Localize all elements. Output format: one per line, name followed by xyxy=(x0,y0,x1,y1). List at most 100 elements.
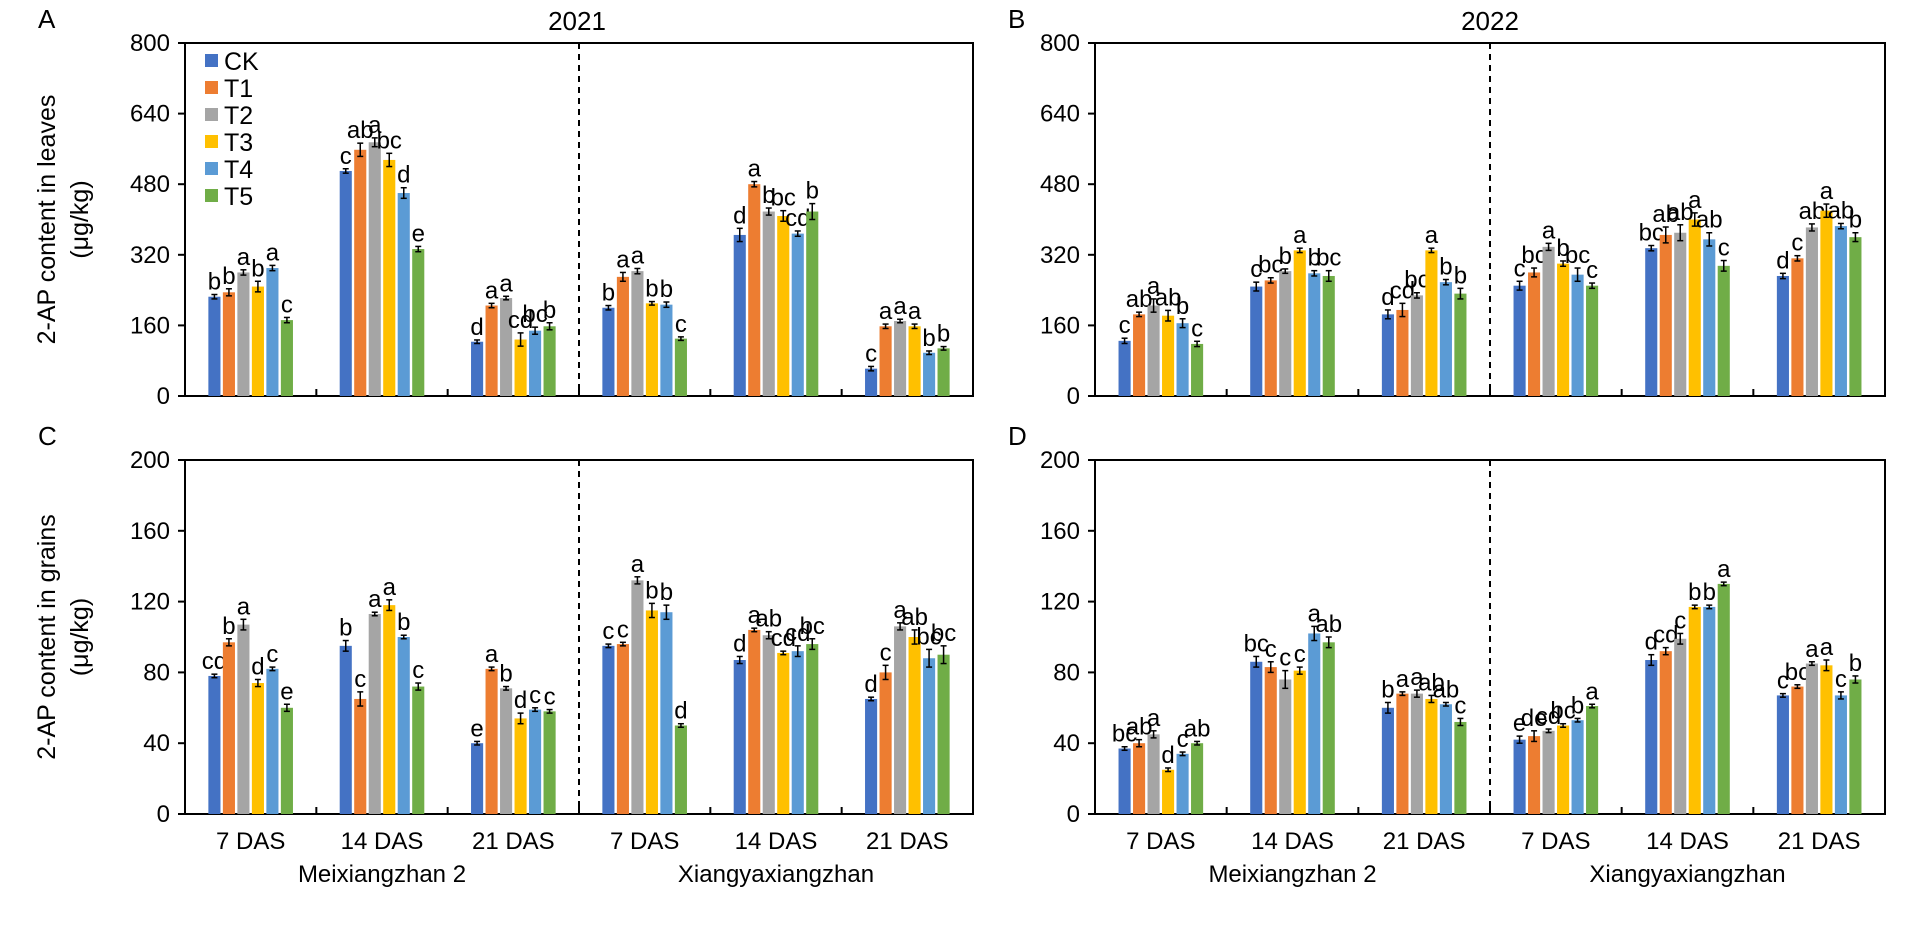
panel-a-significance-label: ab xyxy=(347,117,374,144)
panel-a-significance-label: a xyxy=(879,298,893,325)
panel-d-significance-label: a xyxy=(1410,664,1424,691)
panel-c-significance-label: a xyxy=(383,574,397,601)
panel-a-significance-label: bc xyxy=(377,127,402,154)
panel-a-bar xyxy=(908,326,921,396)
panel-b-bar xyxy=(1454,293,1467,396)
panel-a-y-tick-label: 160 xyxy=(130,312,170,339)
panel-c-significance-label: c xyxy=(880,639,892,666)
panel-c-bar xyxy=(879,672,892,814)
panel-d-bar xyxy=(1834,695,1847,814)
panel-a-bar xyxy=(368,142,381,396)
panel-b-bar xyxy=(1264,280,1277,396)
panel-a-bar xyxy=(471,341,484,396)
panel-d-bar xyxy=(1703,606,1716,814)
panel-b-significance-label: d xyxy=(1776,247,1789,274)
panel-b-significance-label: b xyxy=(1849,207,1862,234)
legend-swatch-t5 xyxy=(205,189,218,202)
panel-d-significance-label: a xyxy=(1396,666,1410,693)
panel-c-y-tick-label: 120 xyxy=(130,589,170,616)
panel-c-bar xyxy=(251,683,264,814)
legend-swatch-ck xyxy=(205,54,218,67)
panel-a-bar xyxy=(777,215,790,396)
panel-b-significance-label: b xyxy=(1279,243,1292,270)
panel-a-bar xyxy=(879,326,892,396)
panel-c-significance-label: ab xyxy=(901,604,928,631)
panel-b-significance-label: d xyxy=(1381,284,1394,311)
panel-a-significance-label: d xyxy=(397,162,410,189)
panel-a-bar xyxy=(412,249,425,396)
panel-d-y-tick-label: 80 xyxy=(1053,659,1080,686)
panel-c-bar xyxy=(748,629,761,814)
panel-c-y-tick-label: 40 xyxy=(143,730,170,757)
panel-b-significance-label: c xyxy=(1586,257,1598,284)
panel-a-significance-label: b xyxy=(208,269,221,296)
panel-d-significance-label: a xyxy=(1585,678,1599,705)
panel-d-bar xyxy=(1396,693,1409,814)
panel-d-y-tick-label: 0 xyxy=(1067,801,1080,828)
panel-c-significance-label: a xyxy=(631,551,645,578)
panel-d-bar xyxy=(1133,743,1146,814)
panel-d-significance-label: a xyxy=(1820,634,1834,661)
panel-d-y-tick-label: 40 xyxy=(1053,730,1080,757)
panel-c-x-tick-label: 21 DAS xyxy=(866,828,949,855)
panel-d-significance-label: b xyxy=(1571,692,1584,719)
panel-b-bar xyxy=(1396,309,1409,396)
panel-c-bar xyxy=(397,637,410,814)
panel-b-significance-label: a xyxy=(1688,187,1702,214)
panel-c-bar xyxy=(908,637,921,814)
panel-c-significance-label: d xyxy=(514,687,527,714)
panel-d-group-label: Meixiangzhan 2 xyxy=(1208,861,1376,888)
panel-a-significance-label: b xyxy=(251,255,264,282)
panel-c-bar xyxy=(237,624,250,814)
panel-d-bar xyxy=(1805,663,1818,814)
panel-a-y-axis-label: 2-AP content in leaves xyxy=(33,95,61,345)
panel-c-bar xyxy=(208,675,221,814)
panel-c-significance-label: cd xyxy=(771,625,796,652)
panel-a-bar xyxy=(354,149,367,396)
panel-a-bar xyxy=(762,211,775,396)
panel-b-bar xyxy=(1557,263,1570,396)
panel-b-y-tick-label: 160 xyxy=(1040,312,1080,339)
panel-c-x-tick-label: 14 DAS xyxy=(341,828,424,855)
panel-b-significance-label: ab xyxy=(1828,197,1855,224)
panel-d-bar xyxy=(1410,693,1423,814)
panel-b-y-tick-label: 640 xyxy=(1040,101,1080,128)
panel-b-significance-label: a xyxy=(1425,222,1439,249)
panel-d-significance-label: c xyxy=(1177,726,1189,753)
panel-b-y-tick-label: 320 xyxy=(1040,242,1080,269)
panel-d-significance-label: b xyxy=(1688,579,1701,606)
panel-b-significance-label: c xyxy=(1514,255,1526,282)
panel-c-y-axis-label: 2-AP content in grains xyxy=(33,514,61,760)
panel-a-bar xyxy=(602,307,615,396)
panel-c-significance-label: c xyxy=(544,684,556,711)
panel-c-bar xyxy=(937,654,950,814)
panel-a-bar xyxy=(923,352,936,396)
panel-b-letter: B xyxy=(1008,4,1025,34)
panel-b-significance-label: bc xyxy=(1565,242,1590,269)
panel-b-bar xyxy=(1322,275,1335,396)
panel-c-bar xyxy=(616,644,629,814)
panel-b-significance-label: ab xyxy=(1652,201,1679,228)
panel-a-significance-label: a xyxy=(893,293,907,320)
panel-d-x-tick-label: 21 DAS xyxy=(1778,828,1861,855)
panel-d-bar xyxy=(1439,704,1452,814)
panel-b-y-tick-label: 480 xyxy=(1040,171,1080,198)
panel-a-significance-label: d xyxy=(733,202,746,229)
panel-b-bar xyxy=(1176,323,1189,396)
panel-b-significance-label: bc xyxy=(1316,245,1341,272)
panel-a-y-tick-label: 0 xyxy=(157,383,170,410)
panel-d-significance-label: b xyxy=(1849,650,1862,677)
panel-c-y-tick-label: 200 xyxy=(130,447,170,474)
panel-a-significance-label: a xyxy=(499,270,513,297)
legend-label-t5: T5 xyxy=(224,183,253,211)
legend-swatch-t1 xyxy=(205,81,218,94)
panel-a-significance-label: b xyxy=(762,182,775,209)
panel-d-bar xyxy=(1791,686,1804,814)
panel-a-title: 2021 xyxy=(548,6,606,36)
panel-d-bar xyxy=(1849,679,1862,814)
panel-a-significance-label: b xyxy=(222,263,235,290)
panel-a-significance-label: a xyxy=(908,298,922,325)
panel-c-significance-label: bc xyxy=(800,613,825,640)
panel-b-significance-label: c xyxy=(1791,230,1803,257)
panel-a-bar xyxy=(529,330,542,396)
